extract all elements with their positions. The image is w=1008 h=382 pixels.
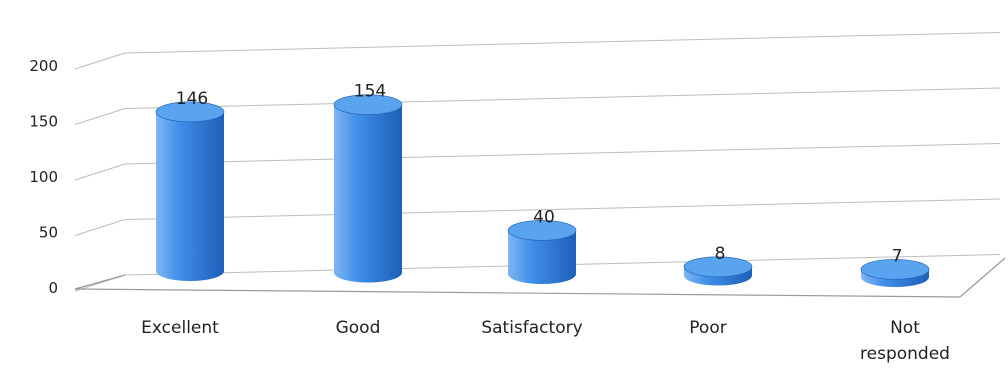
- floor-right-edge: [959, 257, 1006, 298]
- y-tick-label: 50: [39, 224, 58, 242]
- data-label: 8: [715, 244, 726, 264]
- y-tick-label: 100: [29, 168, 58, 186]
- x-tick-label: Good: [336, 318, 381, 338]
- gridline: [124, 31, 1001, 54]
- data-label: 7: [892, 246, 903, 266]
- grid-layer: [74, 31, 1001, 292]
- gridline: [124, 142, 1001, 165]
- x-tick-label: Excellent: [141, 318, 219, 338]
- bar-good: [333, 94, 403, 283]
- data-label: 154: [354, 82, 386, 102]
- bar-body: [508, 230, 576, 284]
- data-label: 40: [533, 207, 555, 227]
- floor-left-edge: [74, 274, 126, 290]
- gridline-depth: [74, 219, 126, 236]
- y-tick-label: 200: [29, 57, 58, 75]
- x-tick-label: Satisfactory: [481, 318, 582, 338]
- bar-poor: [683, 256, 753, 286]
- gridline-depth: [74, 108, 126, 125]
- bar-layer: [155, 94, 930, 287]
- axis-layer: 0 50 100 150 200: [29, 57, 1006, 298]
- floor-front-edge: [74, 288, 961, 298]
- bar-top: [333, 94, 403, 115]
- y-tick-label: 150: [29, 113, 58, 131]
- bar-top: [507, 220, 577, 241]
- bar-not-responded: [860, 259, 930, 287]
- gridline-depth: [74, 163, 126, 181]
- bar-body: [334, 104, 402, 283]
- gridline-depth: [74, 52, 126, 70]
- label-layer: 146 Excellent 154 Good 40 Satisfactory 8 Poor 7 N…: [141, 82, 950, 364]
- bar-excellent: [155, 101, 225, 281]
- x-tick-label: Poor: [689, 318, 726, 338]
- bar-satisfactory: [507, 220, 577, 284]
- x-tick-label: Not: [890, 318, 920, 338]
- bar-body: [156, 111, 224, 281]
- gridline: [124, 198, 1001, 220]
- bar-top: [683, 256, 753, 278]
- data-label: 146: [176, 89, 208, 109]
- y-tick-label: 0: [48, 279, 58, 297]
- x-tick-label: responded: [860, 344, 950, 364]
- bar-top: [860, 259, 930, 280]
- gridline: [124, 87, 1001, 109]
- bar-top: [155, 101, 225, 123]
